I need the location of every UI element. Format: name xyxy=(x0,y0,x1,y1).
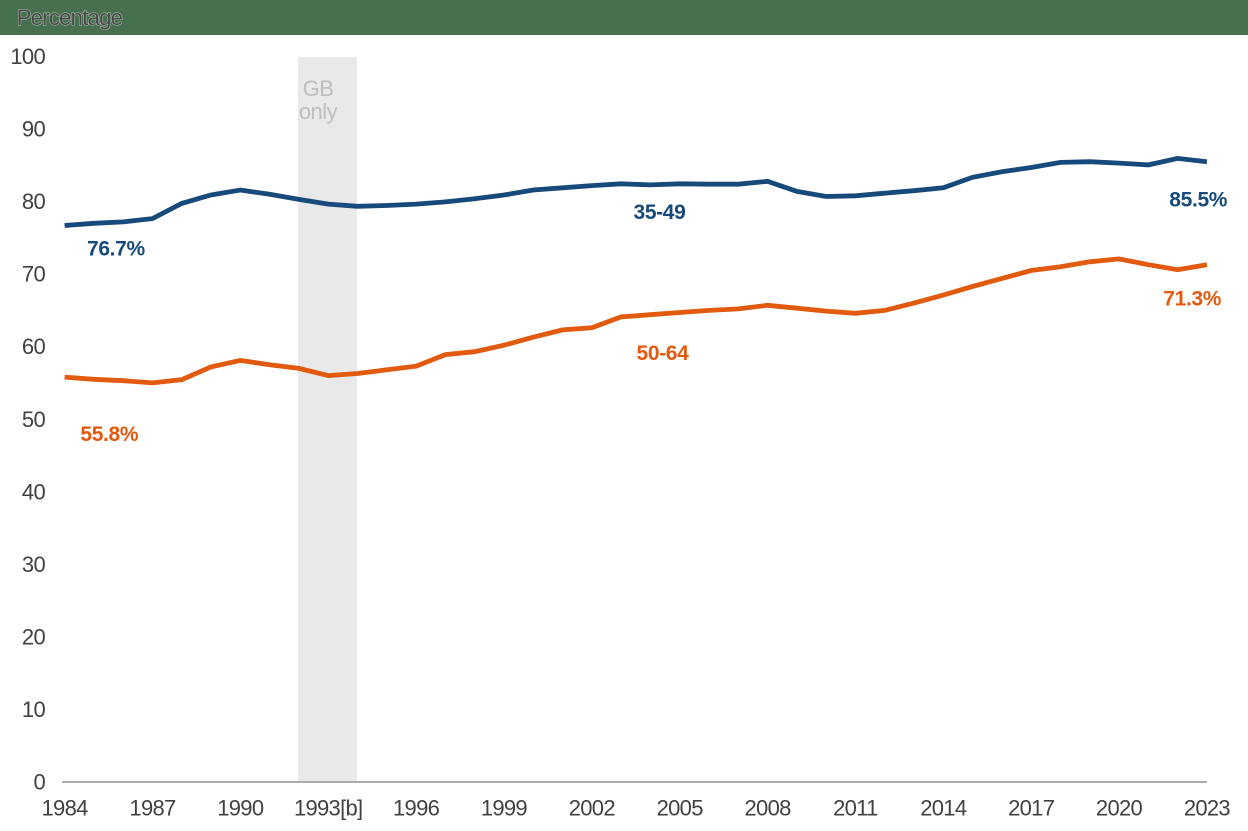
svg-text:1999: 1999 xyxy=(481,796,528,821)
svg-text:20: 20 xyxy=(22,624,46,649)
svg-text:2023: 2023 xyxy=(1184,796,1231,821)
svg-text:GB: GB xyxy=(303,76,334,101)
svg-text:70: 70 xyxy=(22,262,46,287)
svg-text:2011: 2011 xyxy=(833,796,878,821)
svg-text:1990: 1990 xyxy=(217,796,264,821)
svg-text:0: 0 xyxy=(33,769,45,794)
svg-text:1987: 1987 xyxy=(129,796,176,821)
svg-text:2005: 2005 xyxy=(657,796,704,821)
svg-text:40: 40 xyxy=(22,479,46,504)
svg-text:55.8%: 55.8% xyxy=(80,423,138,446)
svg-text:1984: 1984 xyxy=(42,796,89,821)
svg-text:2002: 2002 xyxy=(569,796,616,821)
svg-text:2008: 2008 xyxy=(745,796,792,821)
svg-text:2020: 2020 xyxy=(1096,796,1143,821)
svg-text:80: 80 xyxy=(22,189,46,214)
svg-text:71.3%: 71.3% xyxy=(1163,288,1221,311)
svg-text:76.7%: 76.7% xyxy=(87,238,145,261)
svg-text:85.5%: 85.5% xyxy=(1169,189,1227,212)
svg-text:Percentage: Percentage xyxy=(17,5,123,30)
svg-text:only: only xyxy=(299,99,338,124)
svg-text:50-64: 50-64 xyxy=(637,342,690,365)
svg-text:1996: 1996 xyxy=(393,796,440,821)
svg-text:10: 10 xyxy=(22,697,46,722)
svg-text:60: 60 xyxy=(22,334,46,359)
svg-text:30: 30 xyxy=(22,552,46,577)
svg-text:100: 100 xyxy=(10,44,45,69)
svg-text:2017: 2017 xyxy=(1008,796,1055,821)
svg-text:2014: 2014 xyxy=(920,796,967,821)
svg-text:50: 50 xyxy=(22,407,46,432)
svg-text:90: 90 xyxy=(22,117,46,142)
svg-text:1993[b]: 1993[b] xyxy=(294,796,363,821)
svg-text:35-49: 35-49 xyxy=(634,201,686,224)
